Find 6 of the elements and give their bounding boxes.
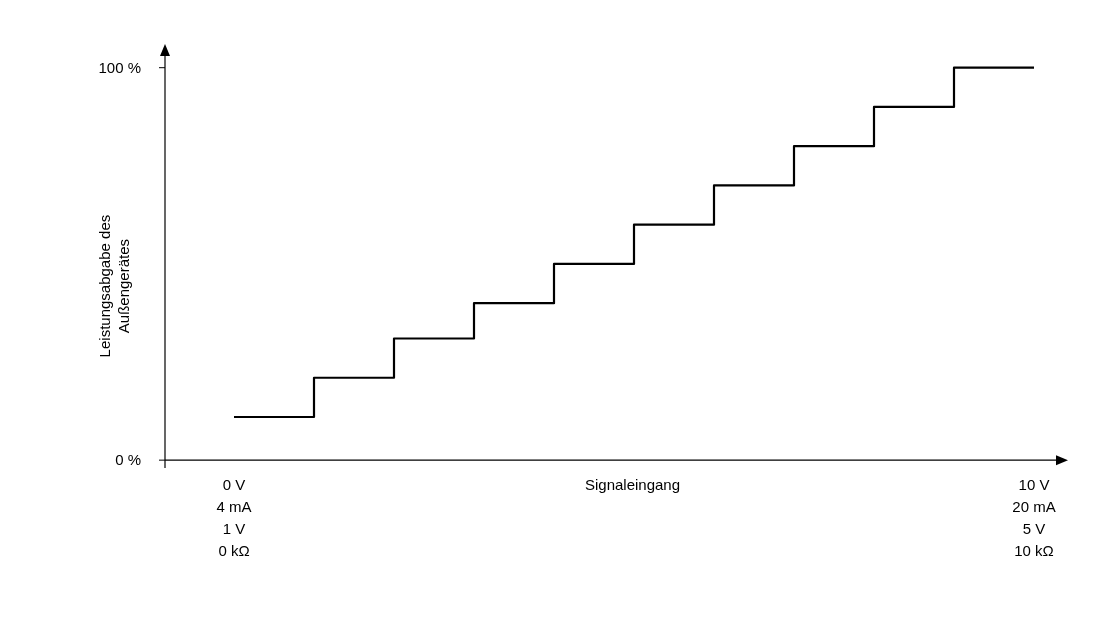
x-axis-title: Signaleingang (584, 476, 681, 494)
y-tick-label: 0 % (115, 451, 141, 469)
x-tick-label: 0 V 4 mA 1 V 0 kΩ (216, 476, 252, 560)
y-axis-title: Leistungsabgabe des Außengerätes (96, 214, 132, 358)
y-tick-label: 100 % (98, 58, 141, 76)
x-tick-label: 10 V 20 mA 5 V 10 kΩ (1012, 476, 1056, 560)
